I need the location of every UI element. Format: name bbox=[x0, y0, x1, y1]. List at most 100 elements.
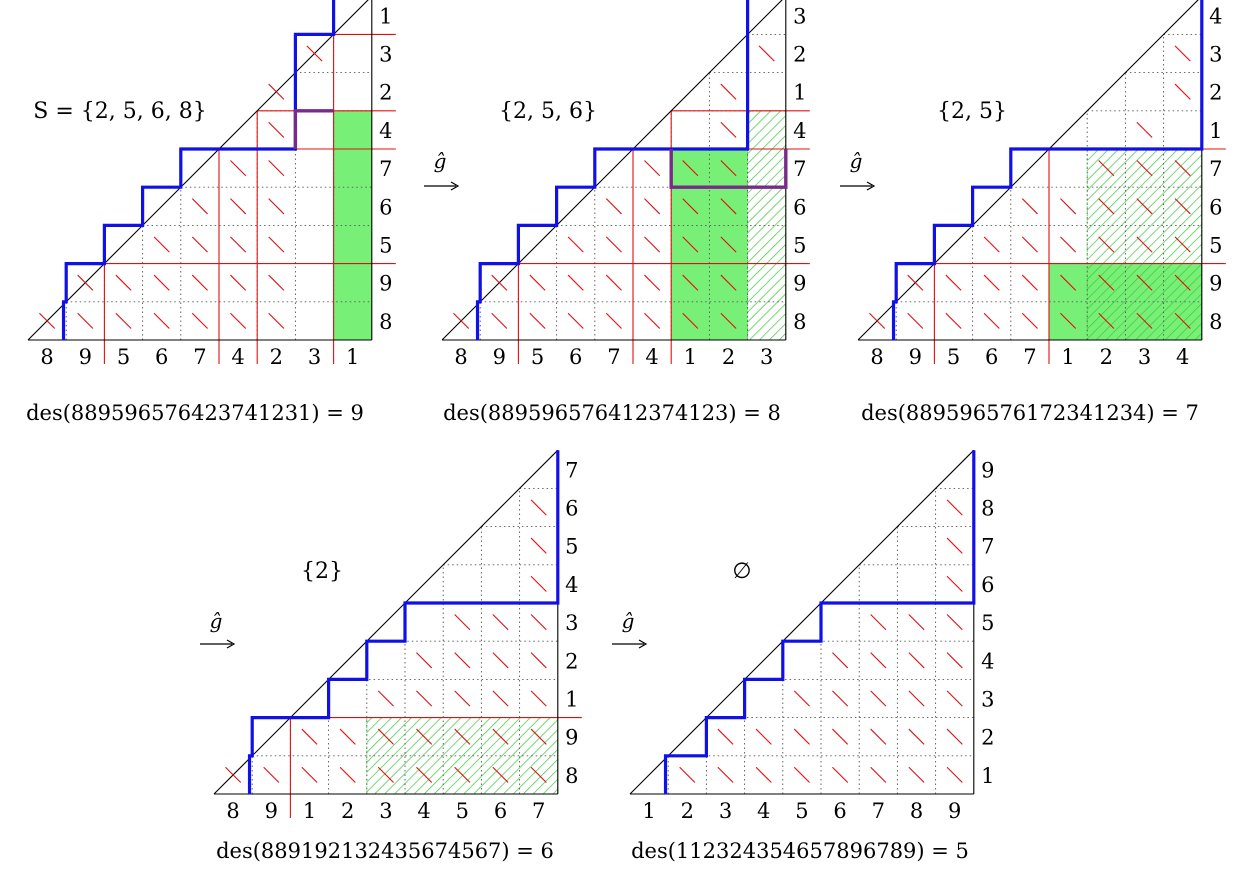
cell-mark bbox=[225, 766, 242, 783]
bottom-label: 9 bbox=[948, 799, 961, 823]
cell-mark bbox=[416, 728, 433, 745]
right-label: 1 bbox=[793, 81, 806, 105]
right-label: 3 bbox=[793, 4, 806, 28]
descent-caption: des(112324354657896789) = 5 bbox=[631, 839, 969, 863]
cell-mark bbox=[1136, 274, 1153, 291]
cell-mark bbox=[983, 312, 1000, 329]
bottom-label: 2 bbox=[341, 799, 354, 823]
cell-mark bbox=[377, 690, 394, 707]
cell-mark bbox=[869, 312, 886, 329]
diagonal-line bbox=[27, 0, 369, 341]
cell-mark bbox=[870, 652, 887, 669]
cell-mark bbox=[268, 312, 285, 329]
right-label: 4 bbox=[981, 649, 994, 673]
cell-mark bbox=[1021, 198, 1038, 215]
cell-mark bbox=[605, 236, 622, 253]
cell-mark bbox=[377, 728, 394, 745]
cell-mark bbox=[530, 690, 547, 707]
right-label: 3 bbox=[1209, 43, 1222, 67]
cell-mark bbox=[191, 274, 208, 291]
cell-mark bbox=[870, 614, 887, 631]
diagonal-line bbox=[629, 449, 975, 795]
right-label: 8 bbox=[1209, 310, 1222, 334]
cell-mark bbox=[870, 766, 887, 783]
cell-mark bbox=[644, 312, 661, 329]
cell-mark bbox=[115, 274, 132, 291]
cell-mark bbox=[77, 312, 94, 329]
bottom-label: 4 bbox=[1176, 345, 1189, 369]
cell-mark bbox=[416, 690, 433, 707]
cell-mark bbox=[530, 766, 547, 783]
hatched-region bbox=[747, 110, 787, 341]
bottom-label: 1 bbox=[684, 345, 697, 369]
right-label: 8 bbox=[981, 497, 994, 521]
cell-mark bbox=[870, 728, 887, 745]
lattice-path bbox=[891, 0, 1204, 340]
cell-mark bbox=[1174, 236, 1191, 253]
cell-mark bbox=[530, 499, 547, 516]
right-label: 2 bbox=[565, 649, 578, 673]
cell-mark bbox=[230, 274, 247, 291]
arrow-label: ĝ bbox=[622, 609, 635, 633]
cell-mark bbox=[832, 652, 849, 669]
cell-mark bbox=[717, 766, 734, 783]
cell-mark bbox=[268, 160, 285, 177]
right-label: 4 bbox=[379, 119, 392, 143]
cell-mark bbox=[946, 690, 963, 707]
cell-mark bbox=[306, 45, 323, 62]
right-label: 8 bbox=[793, 310, 806, 334]
cell-mark bbox=[491, 312, 508, 329]
bottom-label: 6 bbox=[494, 799, 507, 823]
bottom-label: 6 bbox=[569, 345, 582, 369]
cell-mark bbox=[945, 312, 962, 329]
bottom-label: 1 bbox=[346, 345, 359, 369]
descent-caption: des(889596576412374123) = 8 bbox=[443, 401, 781, 425]
cell-mark bbox=[946, 499, 963, 516]
cell-mark bbox=[567, 274, 584, 291]
cell-mark bbox=[644, 198, 661, 215]
cell-mark bbox=[567, 312, 584, 329]
cell-mark bbox=[1060, 274, 1077, 291]
bottom-label: 3 bbox=[308, 345, 321, 369]
bottom-label: 9 bbox=[493, 345, 506, 369]
right-label: 2 bbox=[379, 81, 392, 105]
cell-mark bbox=[530, 652, 547, 669]
right-label: 7 bbox=[793, 157, 806, 181]
cell-mark bbox=[679, 766, 696, 783]
arrow-g-hat-2: ĝ bbox=[840, 149, 876, 191]
cell-mark bbox=[1174, 160, 1191, 177]
cell-mark bbox=[529, 274, 546, 291]
right-label: 1 bbox=[565, 688, 578, 712]
right-label: 7 bbox=[565, 458, 578, 482]
cell-mark bbox=[1021, 312, 1038, 329]
cell-mark bbox=[908, 690, 925, 707]
cell-mark bbox=[1136, 198, 1153, 215]
cell-mark bbox=[1174, 83, 1191, 100]
bottom-label: 5 bbox=[795, 799, 808, 823]
right-label: 2 bbox=[793, 43, 806, 67]
right-label: 1 bbox=[1209, 119, 1222, 143]
cell-mark bbox=[908, 652, 925, 669]
cell-mark bbox=[605, 274, 622, 291]
cell-mark bbox=[1174, 45, 1191, 62]
cell-mark bbox=[832, 690, 849, 707]
cell-mark bbox=[720, 274, 737, 291]
cell-mark bbox=[453, 312, 470, 329]
cell-mark bbox=[682, 198, 699, 215]
cell-mark bbox=[230, 198, 247, 215]
right-label: 6 bbox=[793, 195, 806, 219]
cell-mark bbox=[793, 728, 810, 745]
cell-mark bbox=[268, 83, 285, 100]
cell-mark bbox=[492, 766, 509, 783]
right-label: 2 bbox=[1209, 81, 1222, 105]
bottom-label: 2 bbox=[722, 345, 735, 369]
cell-mark bbox=[720, 198, 737, 215]
cell-mark bbox=[1136, 312, 1153, 329]
cell-mark bbox=[153, 312, 170, 329]
cell-mark bbox=[454, 614, 471, 631]
